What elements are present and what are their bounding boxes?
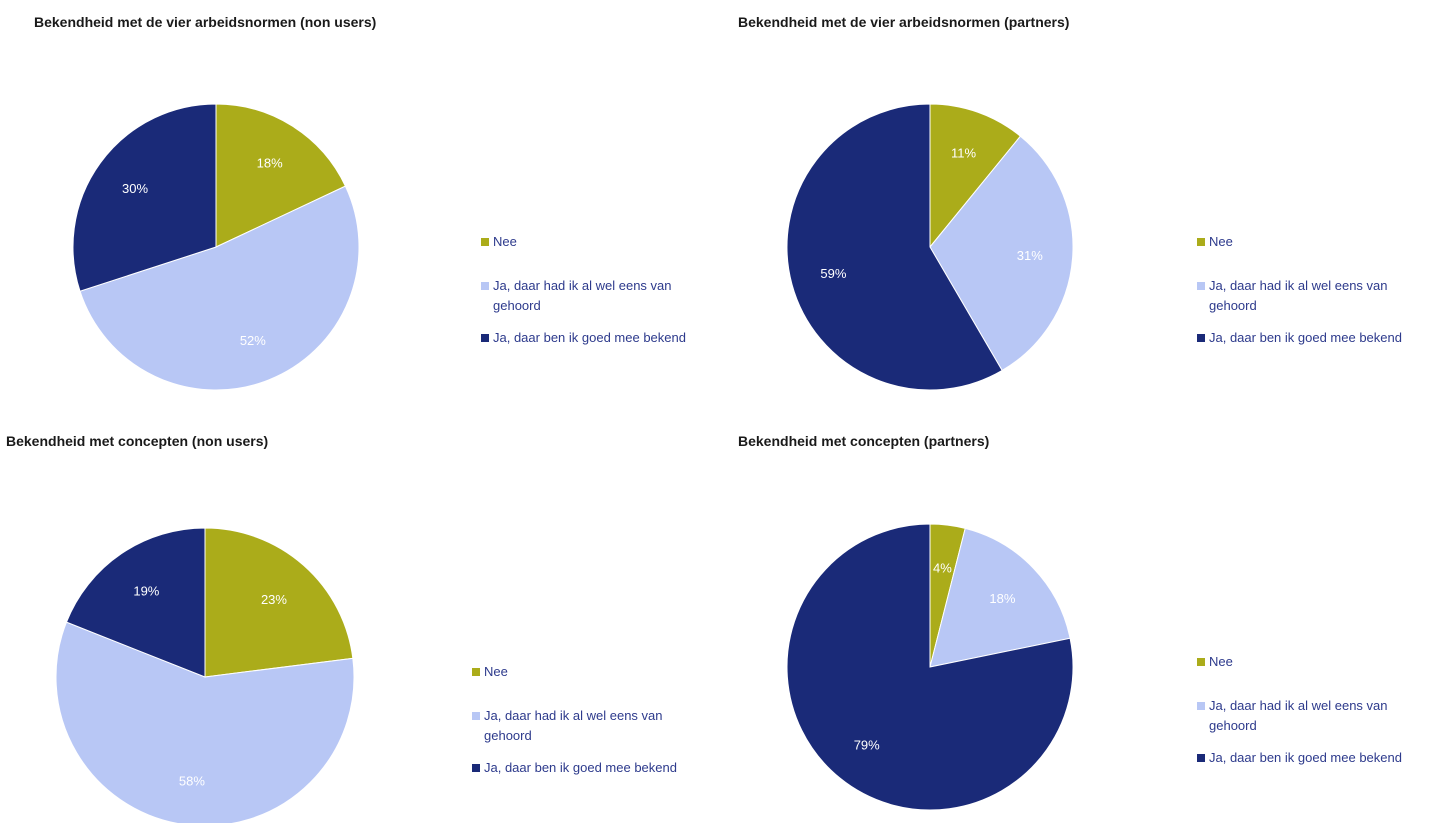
chart-title-arbeidsnormen-non-users: Bekendheid met de vier arbeidsnormen (no… — [34, 14, 377, 30]
legend-swatch-gehoord — [1197, 282, 1205, 290]
legend-label-gehoord: Ja, daar had ik al wel eens van gehoord — [484, 708, 663, 743]
legend-label-bekend: Ja, daar ben ik goed mee bekend — [1209, 750, 1402, 765]
slice-bekend — [786, 523, 1074, 811]
legend-item-bekend: Ja, daar ben ik goed mee bekend — [1197, 748, 1432, 768]
legend-label-bekend: Ja, daar ben ik goed mee bekend — [484, 760, 677, 775]
legend-label-nee: Nee — [1209, 234, 1233, 249]
legend-item-nee: Nee — [472, 662, 712, 682]
legend-label-bekend: Ja, daar ben ik goed mee bekend — [493, 330, 686, 345]
legend-arbeidsnormen-non-users: Nee Ja, daar had ik al wel eens van geho… — [481, 232, 721, 360]
legend-item-gehoord: Ja, daar had ik al wel eens van gehoord — [1197, 276, 1432, 316]
slice-bekend — [65, 527, 206, 678]
legend-concepten-non-users: Nee Ja, daar had ik al wel eens van geho… — [472, 662, 712, 790]
data-label: 31% — [1017, 248, 1043, 263]
legend-item-bekend: Ja, daar ben ik goed mee bekend — [472, 758, 712, 778]
legend-swatch-bekend — [1197, 334, 1205, 342]
legend-swatch-bekend — [472, 764, 480, 772]
legend-swatch-bekend — [481, 334, 489, 342]
legend-swatch-gehoord — [1197, 702, 1205, 710]
legend-arbeidsnormen-partners: Nee Ja, daar had ik al wel eens van geho… — [1197, 232, 1432, 360]
slice-bekend — [786, 103, 1003, 391]
legend-swatch-bekend — [1197, 754, 1205, 762]
data-label: 52% — [240, 333, 266, 348]
data-label: 23% — [261, 592, 287, 607]
slice-nee — [204, 527, 354, 678]
slice-gehoord — [929, 527, 1071, 668]
slice-nee — [929, 103, 1022, 249]
legend-label-gehoord: Ja, daar had ik al wel eens van gehoord — [493, 278, 672, 313]
data-label: 11% — [951, 146, 976, 161]
data-label: 59% — [820, 266, 846, 281]
chart-title-concepten-partners: Bekendheid met concepten (partners) — [738, 433, 990, 449]
legend-concepten-partners: Nee Ja, daar had ik al wel eens van geho… — [1197, 652, 1432, 780]
legend-item-gehoord: Ja, daar had ik al wel eens van gehoord — [1197, 696, 1432, 736]
data-label: 19% — [133, 584, 159, 599]
data-label: 18% — [989, 591, 1015, 606]
slice-nee — [215, 103, 347, 248]
legend-item-bekend: Ja, daar ben ik goed mee bekend — [1197, 328, 1432, 348]
legend-item-bekend: Ja, daar ben ik goed mee bekend — [481, 328, 721, 348]
slice-gehoord — [55, 621, 355, 823]
legend-label-gehoord: Ja, daar had ik al wel eens van gehoord — [1209, 698, 1388, 733]
legend-swatch-gehoord — [472, 712, 480, 720]
slice-bekend — [72, 103, 217, 292]
legend-label-nee: Nee — [493, 234, 517, 249]
data-label: 18% — [257, 155, 283, 170]
legend-swatch-nee — [481, 238, 489, 246]
data-label: 58% — [179, 773, 205, 788]
slice-gehoord — [79, 185, 360, 391]
legend-swatch-gehoord — [481, 282, 489, 290]
legend-item-gehoord: Ja, daar had ik al wel eens van gehoord — [472, 706, 712, 746]
legend-swatch-nee — [472, 668, 480, 676]
legend-swatch-nee — [1197, 658, 1205, 666]
data-label: 4% — [933, 561, 952, 576]
slice-gehoord — [929, 135, 1074, 372]
legend-item-gehoord: Ja, daar had ik al wel eens van gehoord — [481, 276, 721, 316]
legend-item-nee: Nee — [1197, 652, 1432, 672]
legend-label-nee: Nee — [484, 664, 508, 679]
chart-title-concepten-non-users: Bekendheid met concepten (non users) — [6, 433, 269, 449]
legend-swatch-nee — [1197, 238, 1205, 246]
legend-item-nee: Nee — [1197, 232, 1432, 252]
legend-label-gehoord: Ja, daar had ik al wel eens van gehoord — [1209, 278, 1388, 313]
data-label: 30% — [122, 181, 148, 196]
chart-title-arbeidsnormen-partners: Bekendheid met de vier arbeidsnormen (pa… — [738, 14, 1070, 30]
legend-item-nee: Nee — [481, 232, 721, 252]
data-label: 79% — [854, 738, 880, 753]
legend-label-bekend: Ja, daar ben ik goed mee bekend — [1209, 330, 1402, 345]
legend-label-nee: Nee — [1209, 654, 1233, 669]
